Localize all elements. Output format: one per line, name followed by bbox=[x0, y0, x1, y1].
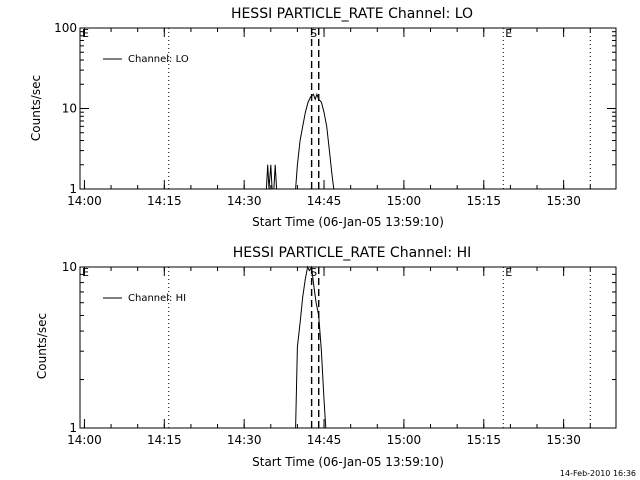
x-tick-label: 15:15 bbox=[466, 433, 501, 447]
plot-frame bbox=[79, 266, 617, 429]
chart-title: HESSI PARTICLE_RATE Channel: HI bbox=[233, 245, 471, 261]
y-tick-label: 100 bbox=[54, 21, 77, 35]
x-tick-label: 14:00 bbox=[67, 194, 102, 208]
y-axis-label: Counts/sec bbox=[29, 75, 43, 141]
x-tick-label: 15:00 bbox=[387, 433, 422, 447]
event-marker-label: S bbox=[310, 27, 317, 40]
event-marker-label: E bbox=[505, 27, 512, 40]
plot-frame bbox=[79, 27, 617, 190]
event-marker-label: E bbox=[505, 266, 512, 279]
x-axis-label: Start Time (06-Jan-05 13:59:10) bbox=[252, 215, 444, 229]
x-tick-label: 14:30 bbox=[227, 194, 262, 208]
x-tick-label: 14:15 bbox=[147, 194, 182, 208]
event-marker-label: S bbox=[310, 266, 317, 279]
event-marker-label: E bbox=[82, 27, 89, 40]
x-axis-label: Start Time (06-Jan-05 13:59:10) bbox=[252, 455, 444, 469]
x-tick-label: 15:00 bbox=[387, 194, 422, 208]
panel-hi: HESSI PARTICLE_RATE Channel: HI Start Ti… bbox=[35, 245, 617, 469]
panel-lo: HESSI PARTICLE_RATE Channel: LO Start Ti… bbox=[29, 6, 617, 229]
data-series-line bbox=[295, 265, 327, 429]
x-tick-label: 15:30 bbox=[546, 194, 581, 208]
y-tick-label: 1 bbox=[69, 182, 77, 196]
x-tick-label: 14:45 bbox=[307, 433, 342, 447]
event-marker-label: E bbox=[82, 266, 89, 279]
y-axis-label: Counts/sec bbox=[35, 313, 49, 379]
legend-label: Channel: LO bbox=[128, 54, 189, 65]
x-tick-label: 14:30 bbox=[227, 433, 262, 447]
y-tick-label: 1 bbox=[69, 421, 77, 435]
data-series-line bbox=[265, 92, 335, 190]
x-tick-label: 14:00 bbox=[67, 433, 102, 447]
x-tick-label: 15:15 bbox=[466, 194, 501, 208]
timestamp: 14-Feb-2010 16:36 bbox=[560, 469, 636, 478]
x-tick-label: 15:30 bbox=[546, 433, 581, 447]
y-tick-label: 10 bbox=[62, 102, 77, 116]
x-tick-label: 14:45 bbox=[307, 194, 342, 208]
x-tick-label: 14:15 bbox=[147, 433, 182, 447]
chart-title: HESSI PARTICLE_RATE Channel: LO bbox=[231, 6, 473, 22]
y-tick-label: 10 bbox=[62, 260, 77, 274]
legend-label: Channel: HI bbox=[128, 293, 186, 304]
